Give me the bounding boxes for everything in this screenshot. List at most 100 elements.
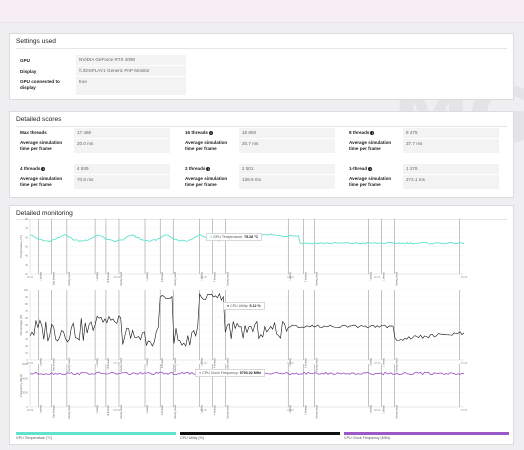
x-tick-label: 03:20 bbox=[461, 408, 468, 412]
phase-label: 1 thread bbox=[383, 404, 386, 413]
y-tick-label: 6000 bbox=[22, 362, 28, 366]
x-tick-label: 03:20 bbox=[461, 275, 468, 279]
phase-label: 8 threads bbox=[161, 357, 164, 368]
y-tick-label: 20 bbox=[25, 272, 28, 276]
phase-label: Loading bbox=[289, 271, 292, 280]
phase-label: Saving result bbox=[174, 358, 177, 372]
tooltip-label: CPU Utility: bbox=[230, 304, 249, 308]
score-label-text: 16 threads bbox=[185, 130, 208, 135]
gpu-label: GPU bbox=[20, 58, 30, 63]
x-tick-label: 01:20 bbox=[200, 408, 207, 412]
phase-label: Saving result bbox=[174, 405, 177, 419]
info-icon[interactable]: i bbox=[368, 166, 373, 171]
legend-swatch-cpu-clock bbox=[344, 432, 509, 435]
phase-label: Saving result bbox=[68, 405, 71, 419]
score-value: 1 276 bbox=[403, 164, 499, 174]
time-label: Average simulation time per frame bbox=[349, 140, 392, 151]
phase-label: Saving result bbox=[315, 358, 318, 372]
score-label: 16 threads i bbox=[185, 130, 213, 136]
time-value: 37.7 ms bbox=[403, 139, 499, 153]
y-tick-label: 20 bbox=[25, 344, 28, 348]
info-icon[interactable]: i bbox=[208, 130, 213, 135]
x-tick-label: 02:40 bbox=[374, 408, 381, 412]
score-label: Max threads bbox=[20, 130, 47, 136]
phase-label: Max threads bbox=[53, 404, 56, 418]
phase-label: Loading bbox=[40, 357, 43, 366]
info-icon[interactable]: i bbox=[206, 166, 211, 171]
score-label-text: Max threads bbox=[20, 130, 47, 135]
legend-cpu-utility[interactable]: CPU Utility (%) bbox=[180, 436, 204, 440]
phase-label: Loading bbox=[370, 357, 373, 366]
phase-label: Saving result bbox=[226, 358, 229, 372]
x-tick-label: 00:40 bbox=[114, 275, 121, 279]
phase-label: Saving result bbox=[120, 272, 123, 286]
x-tick-label: 02:00 bbox=[287, 275, 294, 279]
phase-label: Loading bbox=[40, 404, 43, 413]
score-value: 9 275 bbox=[403, 128, 499, 138]
time-value: 139.9 ms bbox=[239, 175, 335, 189]
info-icon[interactable]: i bbox=[370, 130, 375, 135]
gpu-value: NVIDIA GeForce RTX 4090 bbox=[76, 55, 186, 65]
phase-label: Max threads bbox=[53, 271, 56, 285]
phase-label: 8 threads bbox=[161, 404, 164, 415]
phase-label: Saving result bbox=[226, 272, 229, 286]
score-label-text: 2 threads bbox=[185, 166, 206, 171]
phase-label: Saving result bbox=[174, 272, 177, 286]
score-label: 8 threads i bbox=[349, 130, 375, 136]
phase-label: 2 threads bbox=[304, 404, 307, 415]
score-value: 2 501 bbox=[239, 164, 335, 174]
x-tick-label: 00:00 bbox=[27, 408, 34, 412]
phase-label: Saving result bbox=[120, 405, 123, 419]
phase-label: 2 threads bbox=[304, 271, 307, 282]
phase-label: Loading bbox=[370, 404, 373, 413]
cpu-utility-tooltip: ● CPU Utility: 5.12 % bbox=[223, 302, 265, 310]
x-tick-label: 03:20 bbox=[461, 361, 468, 365]
monitoring-title: Detailed monitoring bbox=[16, 210, 73, 217]
y-tick-label: 50 bbox=[25, 245, 28, 249]
phase-label: 4 threads bbox=[213, 357, 216, 368]
phase-label: 8 threads bbox=[161, 271, 164, 282]
legend-cpu-clock[interactable]: CPU Clock Frequency (MHz) bbox=[344, 436, 391, 440]
phase-label: Loading bbox=[370, 271, 373, 280]
phase-label: 1 thread bbox=[383, 357, 386, 366]
score-label: 1-thread i bbox=[349, 166, 373, 172]
x-tick-label: 00:40 bbox=[114, 361, 121, 365]
y-tick-label: 10 bbox=[25, 351, 28, 355]
time-label: Average simulation time per frame bbox=[185, 176, 228, 187]
tooltip-dot: ● bbox=[210, 235, 213, 239]
phase-label: Loading bbox=[146, 357, 149, 366]
x-tick-label: 01:20 bbox=[200, 361, 207, 365]
phase-label: Saving result bbox=[396, 358, 399, 372]
phase-label: Loading bbox=[200, 357, 203, 366]
y-tick-label: 50 bbox=[25, 323, 28, 327]
x-tick-label: 00:40 bbox=[114, 408, 121, 412]
y-tick-label: 70 bbox=[25, 309, 28, 313]
y-axis-title: Percentage (%) bbox=[19, 315, 23, 336]
phase-label: 1 thread bbox=[383, 271, 386, 280]
legend-swatch-cpu-utility bbox=[180, 432, 340, 435]
legend-gpu-temp[interactable]: GPU Temperature (°C) bbox=[16, 436, 53, 440]
score-label: 4 threads i bbox=[20, 166, 46, 172]
scores-title: Detailed scores bbox=[16, 116, 62, 123]
tooltip-value: 75.28 °C bbox=[244, 235, 259, 239]
phase-label: Loading bbox=[146, 271, 149, 280]
y-tick-label: 90 bbox=[25, 295, 28, 299]
x-tick-label: 02:00 bbox=[287, 408, 294, 412]
gpu-connected-value: true bbox=[76, 77, 186, 95]
x-tick-label: 02:00 bbox=[287, 361, 294, 365]
gpu-temp-tooltip: ● GPU Temperature: 75.28 °C bbox=[206, 233, 263, 241]
tooltip-value: 5793.02 MHz bbox=[239, 371, 262, 375]
top-bar bbox=[0, 0, 524, 23]
time-label: Average simulation time per frame bbox=[185, 140, 228, 151]
x-tick-label: 00:00 bbox=[27, 275, 34, 279]
monitoring-charts: 80 70 60 50 40 30 20 Temperature (°C) Loading Max… bbox=[19, 217, 468, 419]
y-tick-label: 4000 bbox=[22, 376, 28, 380]
phase-label: 4 threads bbox=[213, 404, 216, 415]
cpu-clock-tooltip: ● CPU Clock Frequency: 5793.02 MHz bbox=[195, 369, 266, 377]
tooltip-label: GPU Temperature: bbox=[213, 235, 244, 239]
time-value: 70.8 ms bbox=[74, 175, 170, 189]
info-icon[interactable]: i bbox=[41, 166, 46, 171]
tooltip-label: CPU Clock Frequency: bbox=[202, 371, 239, 375]
y-tick-label: 40 bbox=[25, 330, 28, 334]
y-tick-label: 100 bbox=[24, 288, 29, 292]
